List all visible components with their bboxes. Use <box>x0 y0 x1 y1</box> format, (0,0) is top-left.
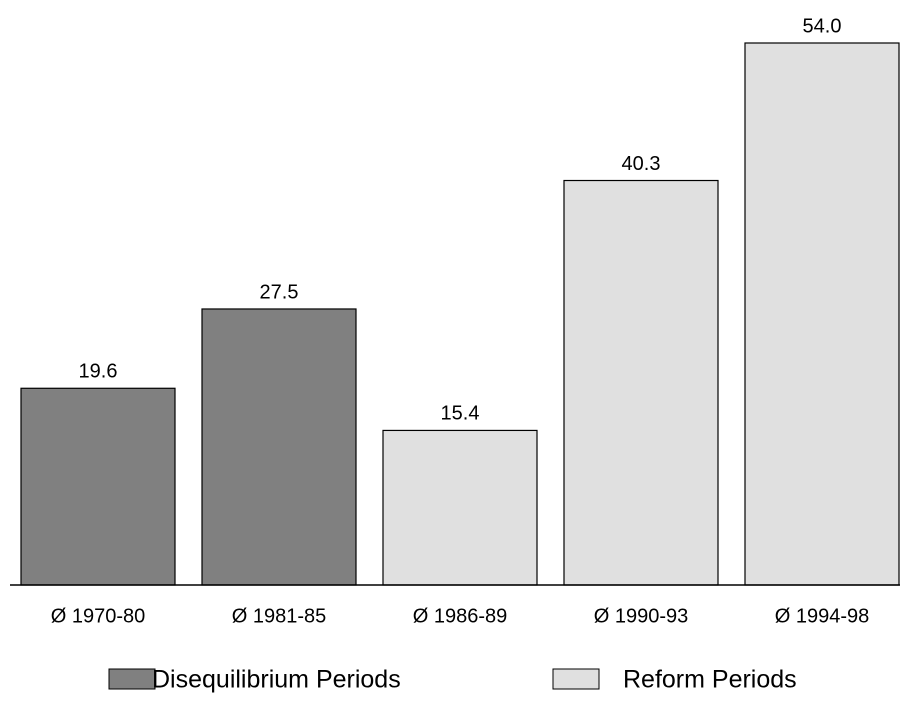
bar <box>563 179 719 586</box>
legend-swatch <box>108 668 156 690</box>
x-tick-label: Ø 1970-80 <box>51 605 146 627</box>
value-label: 27.5 <box>260 281 299 303</box>
bar <box>382 429 538 586</box>
legend-label: Disequilibrium Periods <box>152 666 401 694</box>
x-tick-label: Ø 1990-93 <box>594 605 689 627</box>
value-label: 15.4 <box>441 403 480 425</box>
x-tick-label: Ø 1994-98 <box>775 605 870 627</box>
x-tick-label: Ø 1986-89 <box>413 605 508 627</box>
legend-swatch <box>552 668 600 690</box>
value-label: 54.0 <box>803 15 842 37</box>
value-label: 19.6 <box>79 361 118 383</box>
x-tick-label: Ø 1981-85 <box>232 605 327 627</box>
bar <box>744 42 900 586</box>
legend-label: Reform Periods <box>623 666 797 694</box>
bar <box>201 308 357 586</box>
value-label: 40.3 <box>622 153 661 175</box>
bar <box>20 387 176 586</box>
